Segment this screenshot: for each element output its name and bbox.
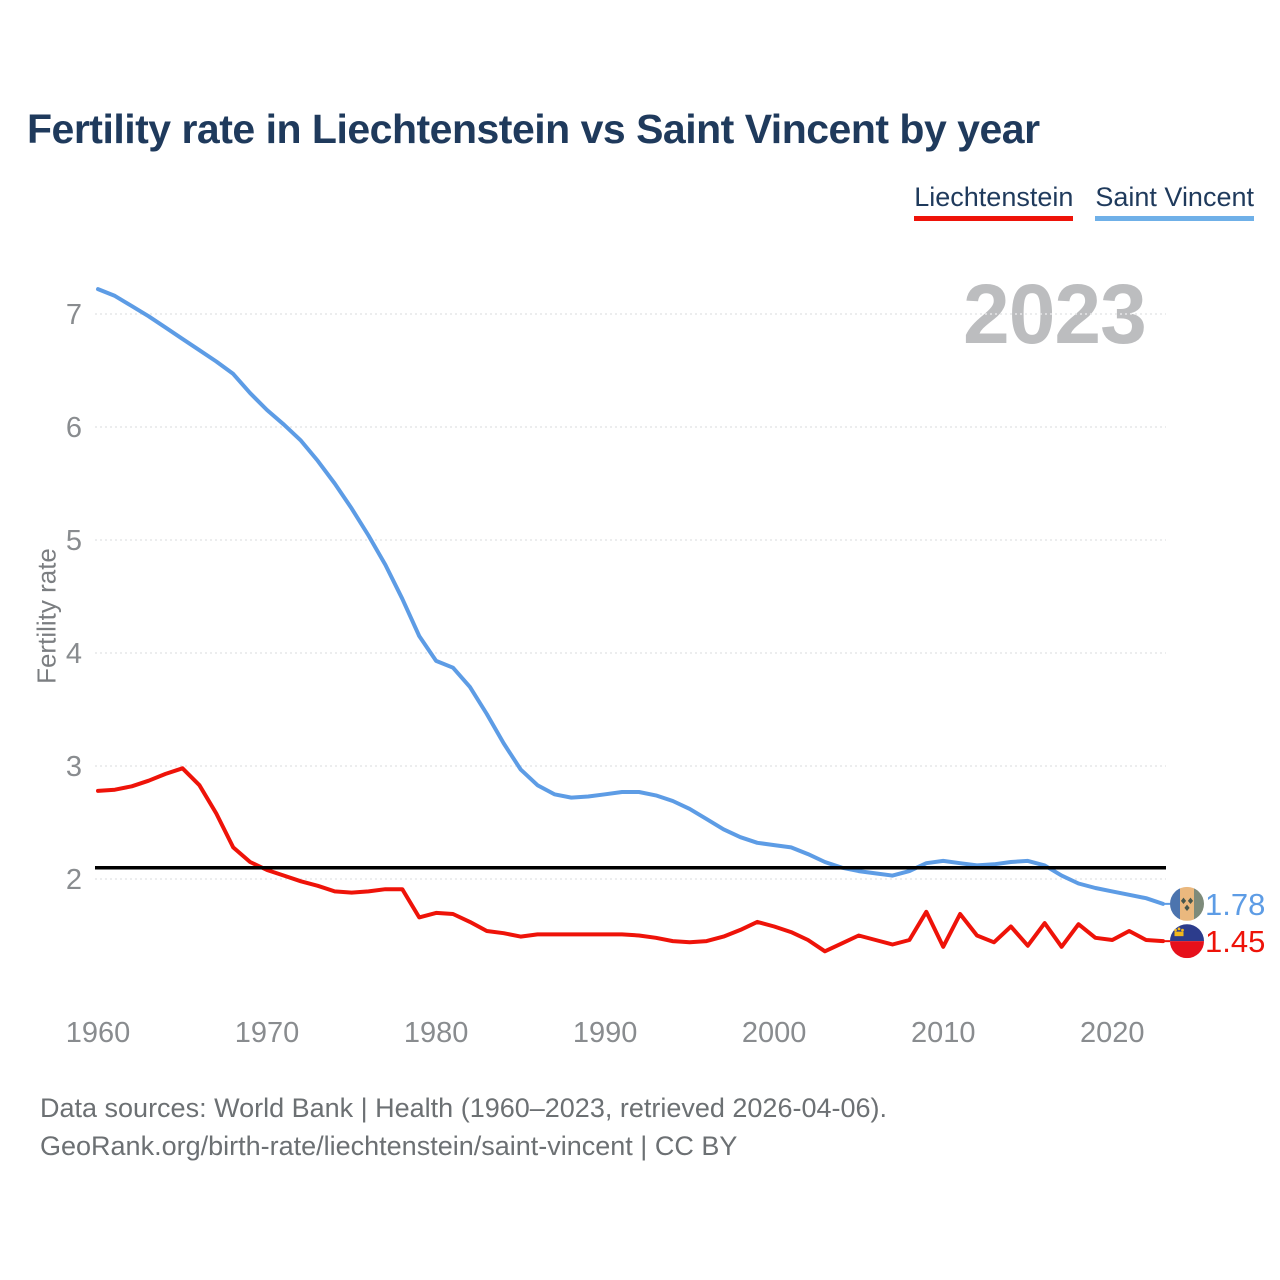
x-tick-label-1970: 1970 <box>235 1017 300 1049</box>
footer-attribution-line: GeoRank.org/birth-rate/liechtenstein/sai… <box>40 1131 738 1161</box>
y-tick-label-5: 5 <box>66 525 82 557</box>
end-value-saint-vincent: 1.78 <box>1205 887 1266 922</box>
footer-sources-line: Data sources: World Bank | Health (1960–… <box>40 1093 887 1123</box>
x-tick-label-2000: 2000 <box>742 1017 807 1049</box>
series-line-saint-vincent[interactable] <box>96 287 1165 906</box>
footer: Data sources: World Bank | Health (1960–… <box>40 1089 887 1165</box>
liechtenstein-flag-icon <box>1170 924 1204 959</box>
y-tick-label-3: 3 <box>66 751 82 783</box>
x-tick-label-1960: 1960 <box>66 1017 131 1049</box>
y-tick-label-2: 2 <box>66 864 82 896</box>
y-tick-label-4: 4 <box>66 638 82 670</box>
saint-vincent-flag-icon <box>1170 886 1204 921</box>
series-line-liechtenstein[interactable] <box>96 766 1165 954</box>
x-tick-label-2020: 2020 <box>1080 1017 1145 1049</box>
legend: Liechtenstein Saint Vincent <box>914 183 1254 222</box>
x-tick-label-1990: 1990 <box>573 1017 638 1049</box>
y-tick-label-6: 6 <box>66 412 82 444</box>
x-tick-label-1980: 1980 <box>404 1017 469 1049</box>
page-title: Fertility rate in Liechtenstein vs Saint… <box>27 106 1040 152</box>
y-tick-label-7: 7 <box>66 299 82 331</box>
legend-item-liechtenstein[interactable]: Liechtenstein <box>914 183 1074 222</box>
legend-item-saint-vincent[interactable]: Saint Vincent <box>1095 183 1254 222</box>
end-value-liechtenstein: 1.45 <box>1205 924 1266 959</box>
x-tick-label-2010: 2010 <box>911 1017 976 1049</box>
